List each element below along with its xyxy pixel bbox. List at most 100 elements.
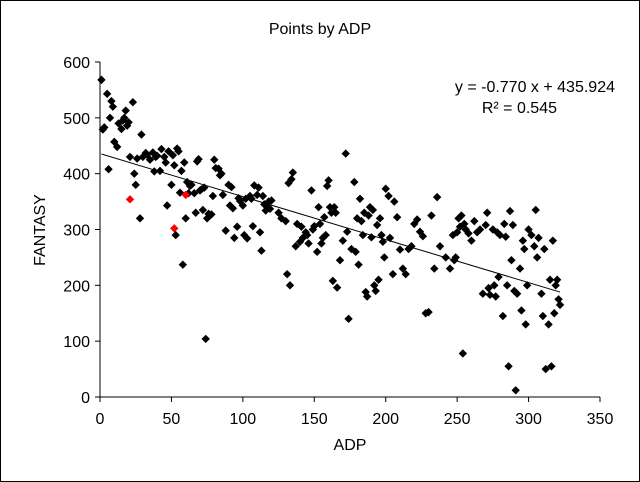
data-point [252,190,262,200]
data-point [254,183,263,192]
data-point [540,244,549,254]
y-tick-label: 100 [63,334,90,351]
data-point [544,320,553,329]
data-point [515,264,525,273]
data-point [178,260,188,269]
data-point [484,283,493,293]
y-axis-label: FANTASY [32,194,49,266]
data-point [435,242,445,251]
data-point [457,211,466,220]
data-point [367,233,376,242]
data-point [350,177,359,187]
data-point [338,236,348,245]
data-point [458,349,468,358]
x-tick-label: 150 [301,411,328,428]
data-point [374,275,383,284]
data-point [207,210,216,219]
data-point [145,155,155,164]
data-point [522,281,532,290]
data-point [321,230,330,240]
data-point [464,229,473,238]
y-tick-label: 500 [63,111,90,128]
data-point [262,201,272,210]
data-point [187,180,196,190]
data-point [532,253,542,262]
highlight-point [181,190,190,200]
r-squared-label: R² = 0.545 [482,100,557,117]
data-point [530,242,539,251]
data-point [504,362,513,371]
data-point [177,166,186,176]
data-point [470,216,479,226]
data-point [384,191,393,201]
x-tick-label: 50 [163,411,181,428]
x-axis-label: ADP [334,437,367,454]
data-point [288,168,298,177]
data-point [368,205,378,215]
data-point [380,253,389,262]
data-point [255,228,265,237]
data-point [181,214,190,223]
data-point [227,182,236,192]
data-point [388,269,398,279]
highlight-point [125,195,135,204]
data-point [287,175,296,184]
data-point [267,196,276,205]
data-point [342,227,352,236]
data-point [520,244,529,254]
data-point [97,75,106,85]
data-point [381,184,390,193]
data-point [150,167,159,176]
data-point [392,213,402,222]
data-point [112,142,122,152]
data-point [125,152,135,162]
data-point [324,176,333,185]
data-point [362,292,372,301]
data-point [152,151,162,160]
data-point [475,225,485,234]
data-point [517,306,526,315]
data-point [531,205,540,215]
data-point [191,208,200,217]
data-point [521,320,530,329]
data-point [482,208,492,217]
data-point [218,190,228,200]
data-point [541,364,550,374]
data-point [501,232,510,241]
data-point [225,201,235,210]
data-point [105,113,115,123]
y-tick-label: 0 [81,390,90,407]
x-tick-label: 100 [230,411,257,428]
data-point [314,202,323,212]
data-point [161,158,170,167]
data-point [238,201,248,210]
data-point [510,286,519,296]
y-tick-label: 300 [63,223,90,240]
data-point [135,214,145,223]
data-point [170,161,179,170]
data-point [452,228,462,237]
data-point [551,281,560,290]
data-point [401,269,410,279]
data-point [534,233,543,243]
data-point [424,307,433,317]
data-point [547,362,556,371]
data-point [157,144,166,154]
data-point [537,289,546,298]
data-point [121,106,130,115]
data-point [118,116,128,125]
trendline [101,153,561,293]
data-point [124,118,133,127]
data-point [312,247,322,257]
data-point [110,137,119,147]
data-point [282,269,292,279]
data-point [327,208,336,217]
data-point [120,113,129,123]
data-point [505,206,515,216]
data-point [320,213,329,222]
data-point [418,232,428,241]
data-point [201,334,210,344]
data-point [354,260,363,269]
trendline-equation: y = -0.770 x + 435.924 [455,79,615,96]
